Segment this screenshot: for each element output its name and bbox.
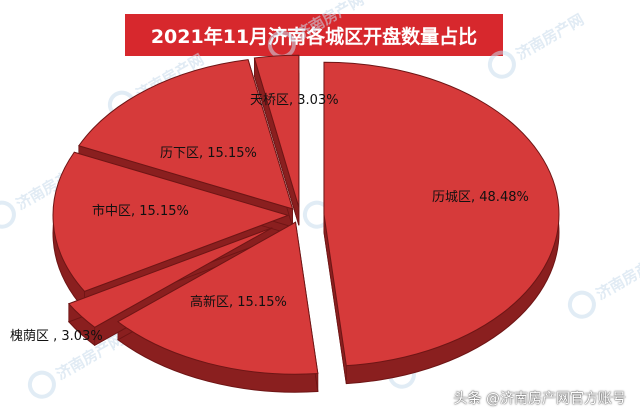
- slice-label: 历城区, 48.48%: [432, 190, 529, 205]
- watermark-text: 济南房产网: [293, 0, 367, 43]
- watermark-text: 济南房产网: [593, 250, 640, 303]
- slice-label: 历下区, 15.15%: [160, 146, 257, 161]
- pie-slice: [117, 221, 319, 375]
- watermark-text: 济南房产网: [513, 10, 587, 63]
- pie-tops: [52, 54, 560, 375]
- pie-slice: [67, 227, 273, 328]
- watermark: 济南房产网: [487, 10, 587, 79]
- slice-label: 天桥区, 3.03%: [250, 93, 339, 108]
- pie-slice: [52, 151, 290, 292]
- slice-label: 槐荫区 , 3.03%: [10, 328, 103, 344]
- pie-slice: [323, 61, 560, 367]
- watermark: 济南房产网: [567, 250, 640, 319]
- pie-slice: [253, 54, 300, 208]
- pie-labels: 历城区, 48.48% 高新区, 15.15% 槐荫区 , 3.03% 市中区, 15…: [10, 93, 529, 344]
- watermark: 济南房产网: [267, 0, 367, 59]
- footer-credit: 头条 @济南房产网官方账号: [453, 391, 626, 407]
- chart-title: 2021年11月济南各城区开盘数量占比: [125, 14, 503, 56]
- pie-slice: [78, 59, 294, 210]
- slice-label: 市中区, 15.15%: [92, 203, 189, 219]
- slice-label: 高新区, 15.15%: [190, 294, 287, 310]
